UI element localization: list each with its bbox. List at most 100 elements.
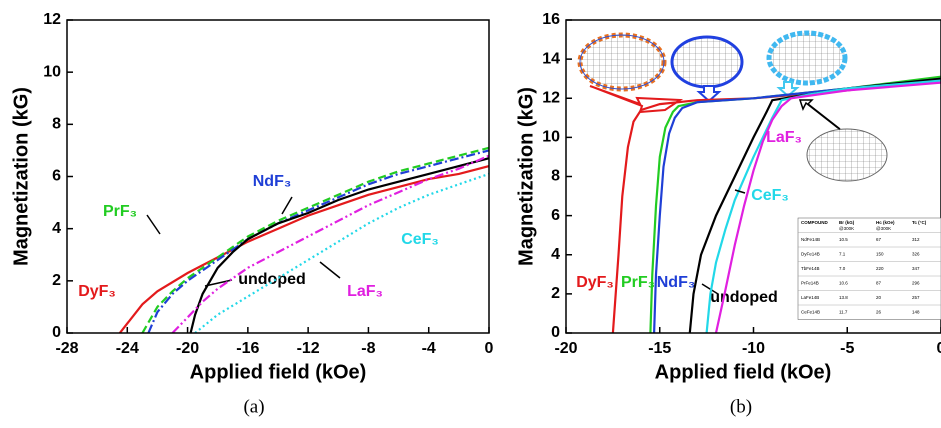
table-cell: 312: [912, 237, 920, 242]
label-arrow: [734, 189, 746, 194]
series-label: DyF₃: [78, 283, 116, 300]
series-line: [194, 172, 489, 333]
series-label: NdF₃: [657, 274, 696, 291]
x-tick-label: -20: [554, 340, 577, 357]
table-header: Hc (kOe): [876, 220, 895, 225]
grain-undoped: [806, 128, 888, 182]
table-header: COMPOUND: [801, 220, 828, 225]
y-tick-label: 0: [551, 324, 560, 341]
series-line: [118, 165, 489, 333]
series-line: [171, 154, 489, 333]
y-tick-label: 2: [52, 272, 61, 289]
table-subheader: @300K: [839, 226, 854, 231]
series-label: DyF₃: [576, 274, 614, 291]
table-cell: 296: [912, 280, 920, 285]
series-label: LaF₃: [347, 283, 383, 300]
label-arrow: [204, 279, 233, 287]
series-line: [705, 79, 941, 333]
label-arrow: [701, 283, 719, 295]
series-label: NdF₃: [253, 173, 292, 190]
table-cell: PrFe14B: [801, 280, 819, 285]
y-tick-label: 12: [43, 11, 61, 28]
x-tick-label: -24: [116, 340, 139, 357]
series-line: [147, 149, 489, 333]
table-header: Br (kG): [839, 220, 855, 225]
series-line: [141, 146, 489, 333]
table-cell: LaFe14B: [801, 295, 819, 300]
grain-ce: [766, 30, 848, 86]
y-tick-label: 6: [551, 207, 560, 224]
x-tick-label: -4: [422, 340, 436, 357]
series-line: [714, 81, 941, 333]
table-cell: CeFe14B: [801, 309, 820, 314]
table-bg: [797, 217, 941, 320]
table-cell: 26: [876, 309, 882, 314]
table-cell: 87: [876, 280, 882, 285]
table-cell: NdFe14B: [801, 237, 820, 242]
table-cell: 347: [912, 266, 920, 271]
table-cell: TbFe14B: [801, 266, 820, 271]
x-tick-label: 0: [485, 340, 494, 357]
table-cell: 148: [912, 309, 920, 314]
arrow: [798, 99, 841, 130]
series-label: LaF₃: [766, 129, 802, 146]
table-subheader: @300K: [876, 226, 891, 231]
table-cell: 326: [912, 251, 920, 256]
y-tick-label: 2: [551, 285, 560, 302]
y-tick-label: 10: [542, 129, 560, 146]
grain-dy-edge: [579, 34, 665, 90]
y-axis-title: Magnetization (kG): [10, 87, 32, 266]
arrow: [776, 81, 800, 98]
series-label: PrF₃: [103, 203, 137, 220]
x-tick-label: -15: [648, 340, 671, 357]
y-tick-label: 14: [542, 50, 560, 67]
y-tick-label: 4: [551, 246, 560, 263]
table-cell: 220: [876, 266, 884, 271]
series-label: CeF₃: [751, 187, 789, 204]
y-tick-label: 8: [551, 168, 560, 185]
y-tick-label: 4: [52, 220, 61, 237]
y-tick-label: 12: [542, 89, 560, 106]
y-tick-label: 10: [43, 63, 61, 80]
grain-nd: [670, 35, 744, 89]
table-cell: 7.1: [839, 251, 846, 256]
label-arrow: [281, 196, 293, 215]
x-tick-label: -8: [361, 340, 375, 357]
table-cell: 20: [876, 295, 882, 300]
table-cell: 10.6: [839, 280, 848, 285]
x-tick-label: -20: [176, 340, 199, 357]
table-cell: 10.5: [839, 237, 848, 242]
table-cell: 11.7: [839, 309, 848, 314]
caption: (a): [243, 396, 264, 417]
series-label: undoped: [238, 271, 306, 288]
table-cell: 67: [876, 237, 882, 242]
table-header: Tc (°C): [912, 220, 927, 225]
table-cell: 150: [876, 251, 884, 256]
series-label: undoped: [710, 289, 778, 306]
y-tick-label: 16: [542, 11, 560, 28]
label-arrow: [146, 214, 161, 235]
x-tick-label: -28: [55, 340, 78, 357]
y-axis-title: Magnetization (kG): [515, 87, 537, 266]
x-tick-label: -12: [297, 340, 320, 357]
x-tick-label: -10: [742, 340, 765, 357]
panel: DyF₃ PrF₃ NdF₃ undoped LaF₃ CeF₃ -28 -24 -20 -16 -…: [10, 11, 493, 417]
x-tick-label: -16: [236, 340, 259, 357]
series-label: CeF₃: [401, 231, 439, 248]
x-tick-label: 0: [937, 340, 941, 357]
table-cell: DyFe14B: [801, 251, 820, 256]
table-cell: 7.0: [839, 266, 846, 271]
caption: (b): [730, 396, 752, 417]
table-cell: 257: [912, 295, 920, 300]
series-line: [189, 157, 489, 333]
table-cell: 13.8: [839, 295, 848, 300]
y-tick-label: 0: [52, 324, 61, 341]
inset-table: COMPOUND NdFe14B DyFe14B TbFe14B PrFe14B LaFe…: [797, 217, 941, 320]
x-tick-label: -5: [840, 340, 854, 357]
y-tick-label: 6: [52, 168, 61, 185]
y-tick-label: 8: [52, 116, 61, 133]
x-axis-title: Applied field (kOe): [655, 361, 832, 383]
x-axis-title: Applied field (kOe): [190, 361, 367, 383]
